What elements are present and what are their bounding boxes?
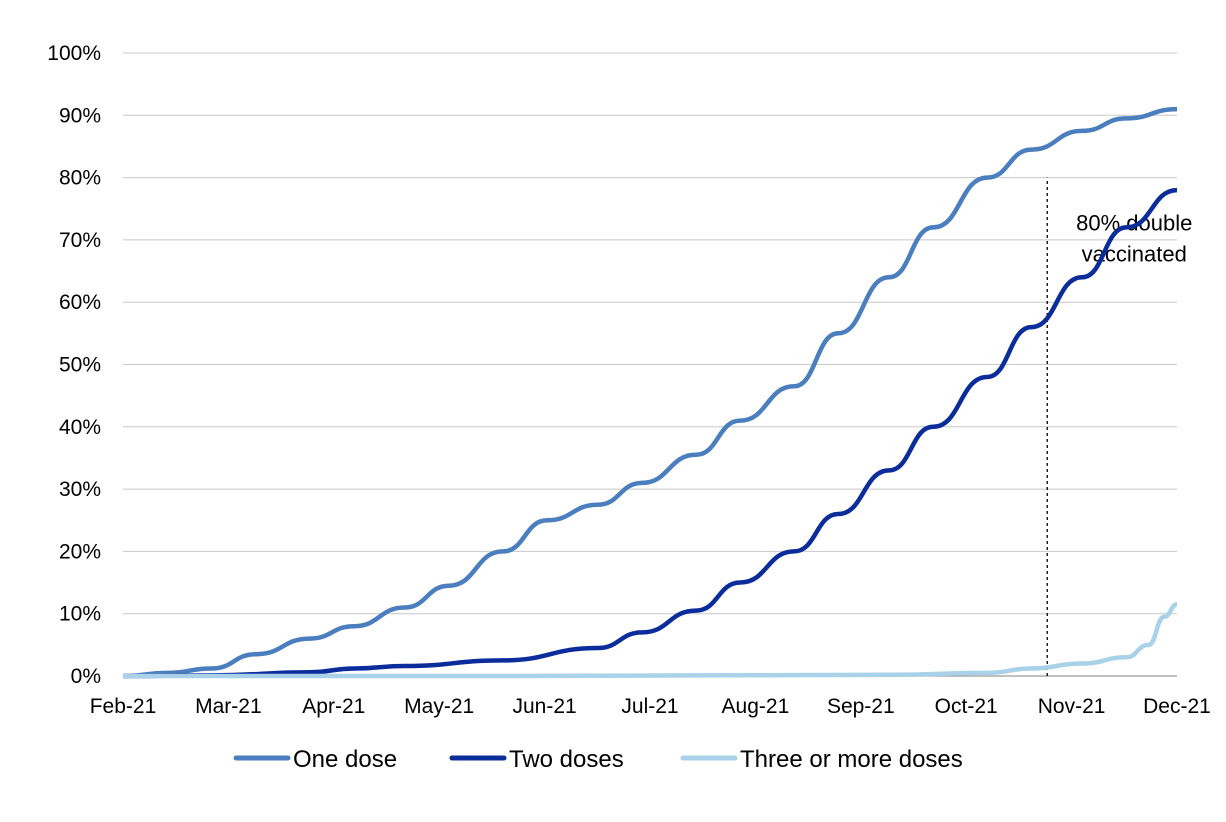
x-tick-label: May-21 xyxy=(404,695,474,718)
y-tick-label: 0% xyxy=(71,665,101,688)
legend-label: Three or more doses xyxy=(740,746,963,773)
x-tick-label: Jul-21 xyxy=(621,695,678,718)
x-tick-label: Dec-21 xyxy=(1143,695,1211,718)
x-tick-label: Jun-21 xyxy=(512,695,576,718)
y-tick-label: 40% xyxy=(59,416,101,439)
y-tick-label: 80% xyxy=(59,167,101,190)
series-line-2 xyxy=(123,187,1177,679)
series-lines xyxy=(123,106,1177,679)
y-tick-label: 10% xyxy=(59,603,101,626)
y-tick-label: 70% xyxy=(59,229,101,252)
legend-label: One dose xyxy=(293,746,397,773)
legend-label: Two doses xyxy=(509,746,624,773)
y-tick-label: 20% xyxy=(59,540,101,563)
series-line-1 xyxy=(123,106,1177,679)
y-tick-label: 100% xyxy=(47,42,101,65)
series-line-3 xyxy=(123,602,1177,679)
x-axis-ticks: Feb-21 Mar-21 Apr-21 May-21 Jun-21 Jul-21 Aug-… xyxy=(90,695,1211,718)
x-tick-label: Mar-21 xyxy=(195,695,262,718)
x-tick-label: Nov-21 xyxy=(1038,695,1106,718)
y-tick-label: 50% xyxy=(59,354,101,377)
x-tick-label: Sep-21 xyxy=(827,695,895,718)
x-tick-label: Aug-21 xyxy=(722,695,790,718)
annotation-text-line-1: 80% double xyxy=(1076,211,1192,236)
y-axis-ticks: 0% 10% 20% 30% 40% 50% 60% 70% 80% 90% 100% xyxy=(47,42,101,688)
x-tick-label: Apr-21 xyxy=(302,695,365,718)
x-tick-label: Oct-21 xyxy=(935,695,998,718)
gridlines xyxy=(123,52,1177,615)
y-tick-label: 90% xyxy=(59,104,101,127)
x-tick-label: Feb-21 xyxy=(90,695,157,718)
y-tick-label: 30% xyxy=(59,478,101,501)
legend: One dose Two doses Three or more doses xyxy=(233,746,963,773)
y-tick-label: 60% xyxy=(59,291,101,314)
